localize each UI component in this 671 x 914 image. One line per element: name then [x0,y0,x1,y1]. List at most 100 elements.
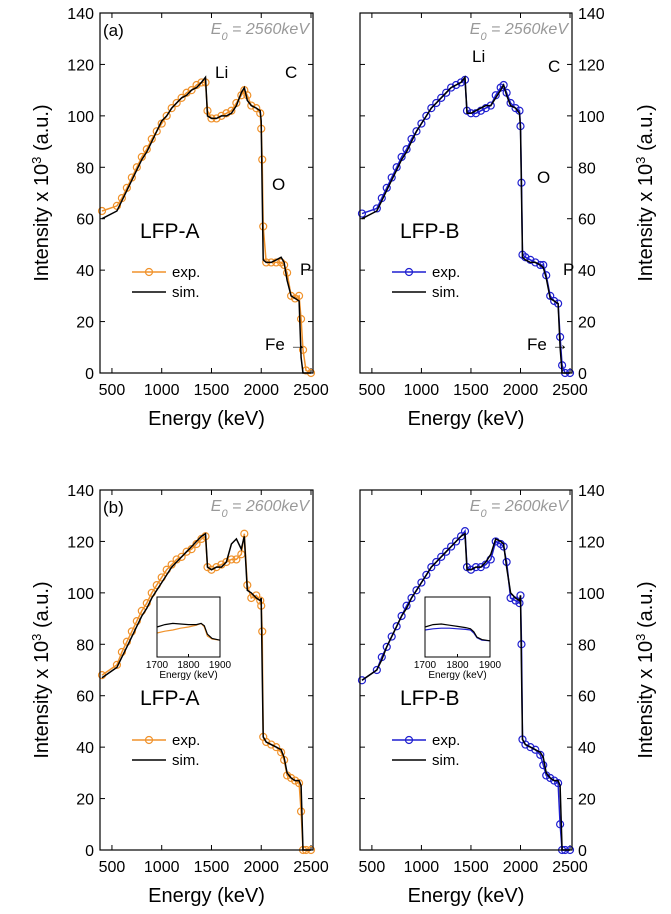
y-axis-label-text: Intensity x 10 [31,164,53,282]
panel-label: (b) [103,498,124,517]
e0-symbol: E [211,21,222,38]
y-tick-label: 60 [578,689,596,706]
plot-frame [359,12,573,374]
sample-label: LFP-B [400,687,460,710]
data-point [152,127,161,136]
inset-x-tick-label: 1700 [414,660,437,671]
y-tick-label: 0 [85,843,94,860]
x-tick-label: 500 [99,382,126,399]
inset-x-tick-label: 1800 [446,660,469,671]
y-tick-label: 20 [578,792,596,809]
x-tick-label: 2500 [552,859,588,876]
series-line [361,78,570,374]
inset-x-label: Energy (keV) [159,670,217,681]
data-point [506,98,515,108]
y-tick-label: 40 [578,263,596,280]
e0-value: = 2560keV [228,21,311,38]
legend-marker [404,267,414,277]
inset-line [156,622,221,641]
e0-label: E0 = 2560keV [470,21,570,43]
data-point [127,627,136,636]
data-point [298,345,308,354]
y-tick-label: 120 [578,534,605,551]
inset-line [156,622,221,641]
data-point [526,743,535,752]
data-point [536,260,545,270]
legend-marker [144,735,154,745]
data-point [232,555,241,564]
y-tick-label: 60 [76,212,94,229]
x-axis-label: Energy (keV) [408,408,525,430]
annotation: Fe → [527,335,569,354]
y-axis-label-sup: 3 [29,634,44,641]
data-point [499,80,508,90]
y-axis-label-unit: (a.u.) [31,104,53,156]
x-tick-label: 1000 [144,859,180,876]
y-axis-label: Intensity x 103 (a.u.) [29,104,54,281]
series-line [101,533,311,851]
e0-value: = 2560keV [487,21,570,38]
x-tick-label: 1500 [194,859,230,876]
y-tick-label: 140 [578,483,605,500]
y-tick-label: 20 [76,315,94,332]
data-point [256,596,265,605]
sample-label: LFP-B [400,220,460,243]
y-axis-label-text: Intensity x 10 [31,641,53,759]
panel: 0 20 40 60 80 100 120 140 500 1000 1500 2000 2500 Ene… [29,483,329,907]
data-point [422,111,431,120]
data-point [447,83,456,92]
data-point [427,563,436,572]
x-tick-label: 1000 [144,382,180,399]
annotation: Li [215,63,228,82]
y-tick-label: 0 [85,366,94,383]
e0-label: E0 = 2600keV [470,498,570,520]
y-tick-label: 40 [76,740,94,757]
y-axis-label-unit: (a.u.) [635,104,657,156]
y-tick-label: 80 [76,160,94,177]
e0-value: = 2600keV [228,498,311,515]
data-point [272,743,281,752]
y-tick-label: 100 [578,109,605,126]
annotation: Fe → [265,335,307,354]
data-point [417,578,426,587]
e0-subscript: 0 [480,508,487,520]
panel-label: (a) [103,21,124,40]
data-point [357,209,367,218]
data-point [97,206,107,216]
y-tick-label: 20 [76,792,94,809]
series-line [101,532,311,851]
e0-subscript: 0 [480,31,487,43]
y-tick-label: 120 [67,57,94,74]
x-tick-label: 500 [359,859,386,876]
data-point [531,745,540,754]
legend-label: sim. [172,284,200,301]
data-point [539,761,548,770]
x-tick-label: 1500 [453,859,489,876]
data-point [427,104,436,113]
x-axis-label: Energy (keV) [148,885,265,907]
e0-symbol: E [211,498,222,515]
sample-label: LFP-A [140,220,200,243]
y-tick-label: 100 [578,586,605,603]
e0-value: = 2600keV [487,498,570,515]
data-point [217,560,226,569]
data-point [392,622,401,631]
legend-label: sim. [432,752,460,769]
x-tick-label: 2000 [243,859,279,876]
x-tick-label: 2500 [552,382,588,399]
data-point [296,314,306,324]
y-axis-label: Intensity x 103 (a.u.) [633,581,658,758]
x-tick-label: 1500 [453,382,489,399]
data-point [554,779,563,788]
sample-label: LFP-A [140,687,200,710]
inset-x-label: Energy (keV) [428,670,486,681]
y-tick-label: 140 [578,6,605,23]
y-axis-label-text: Intensity x 10 [635,164,657,282]
data-point [277,748,286,757]
series-line [101,81,312,374]
y-tick-label: 100 [67,586,94,603]
y-tick-label: 100 [67,109,94,126]
data-point [357,676,367,685]
e0-subscript: 0 [221,508,228,520]
